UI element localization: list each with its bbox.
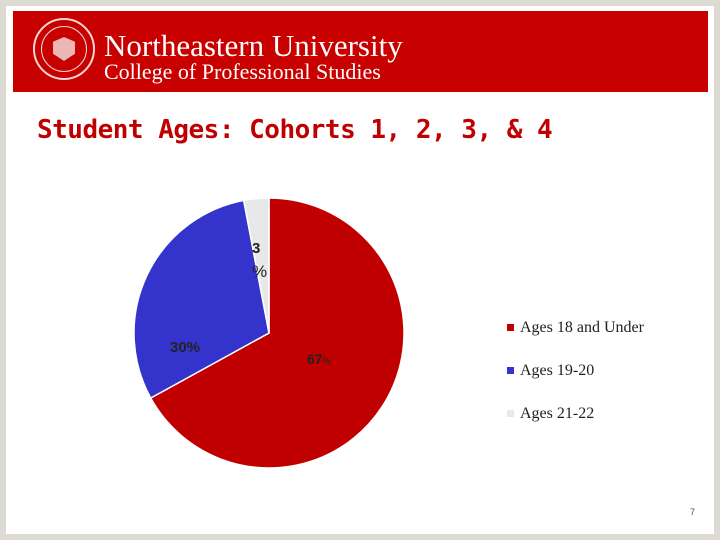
page-number: 7	[690, 507, 696, 517]
legend-swatch-2	[507, 367, 514, 374]
legend-label-2: Ages 19-20	[520, 362, 594, 379]
slide-title: Student Ages: Cohorts 1, 2, 3, & 4	[37, 115, 553, 145]
college-name: College of Professional Studies	[104, 59, 381, 84]
data-label-suffix-1: %	[323, 356, 331, 366]
pie-slice-2	[133, 199, 270, 400]
data-label-2: 30%	[170, 339, 200, 356]
data-label-3: 3	[252, 240, 260, 257]
university-name: Northeastern University	[104, 28, 403, 63]
pie-slice-1	[149, 197, 405, 469]
legend-label-3: Ages 21-22	[520, 405, 594, 422]
legend-swatch-1	[507, 324, 514, 331]
university-seal-icon	[33, 18, 95, 80]
pie-slice-3	[242, 197, 270, 334]
legend-swatch-3	[507, 410, 514, 417]
legend-label-1: Ages 18 and Under	[520, 319, 645, 336]
data-label-suffix-3: %	[252, 262, 267, 281]
header-banner: Northeastern University College of Profe…	[13, 11, 708, 92]
